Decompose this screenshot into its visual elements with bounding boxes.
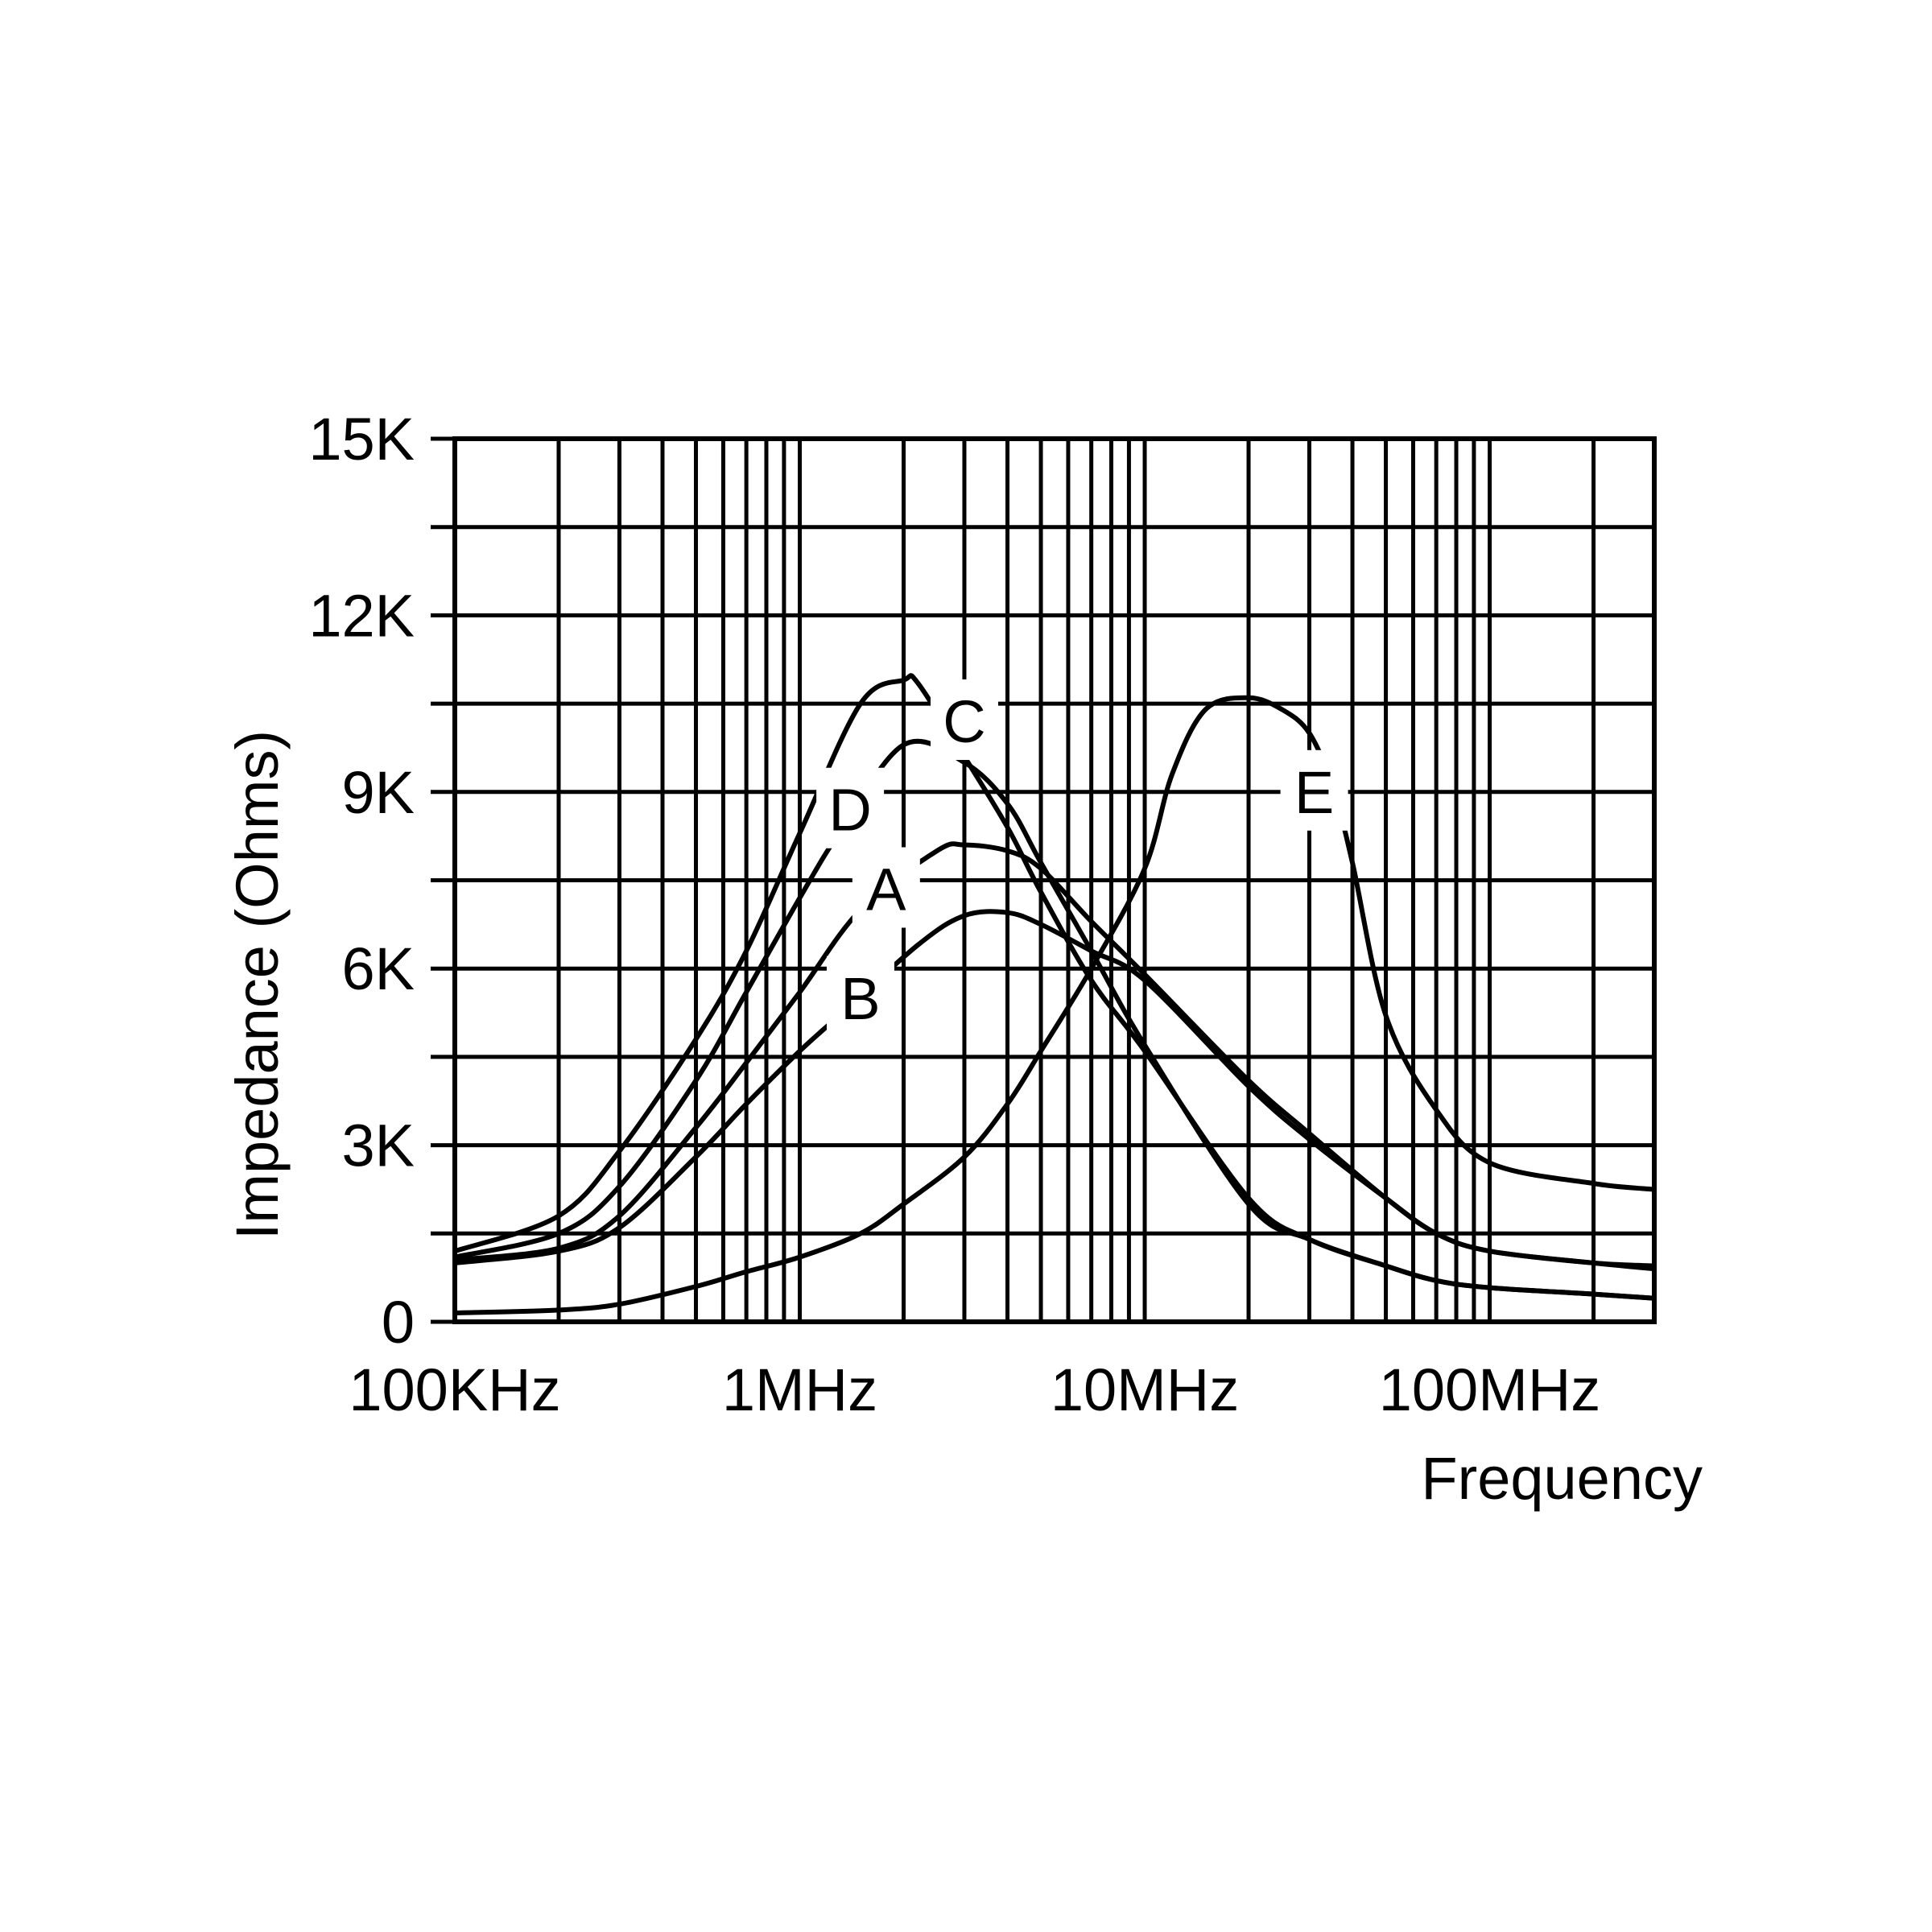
series-label-e: E [1294, 759, 1334, 826]
series-label-c: C [943, 688, 985, 755]
series-label-a: A [866, 856, 906, 923]
series-label-b: B [840, 965, 880, 1032]
y-tick-label: 15K [308, 406, 415, 473]
series-label-backing [930, 679, 998, 761]
y-tick-label: 9K [341, 759, 415, 826]
series-label-backing [1280, 749, 1348, 831]
x-tick-label: 10MHz [1051, 1356, 1239, 1423]
series-line-e [452, 695, 1657, 1315]
x-tick-label: 100MHz [1379, 1356, 1601, 1423]
x-tick-label: 100KHz [349, 1356, 560, 1423]
series-label-backing [826, 956, 894, 1037]
x-tick-label: 1MHz [722, 1356, 877, 1423]
y-axis-label: Impedance (Ohms) [224, 730, 291, 1240]
series-label-backing [816, 767, 885, 848]
series-line-d [452, 738, 1657, 1301]
series-label-d: D [828, 777, 871, 844]
series-labels: AB C D E [816, 679, 1348, 1037]
y-tick-label: 0 [382, 1289, 415, 1356]
y-tick-label: 3K [341, 1113, 415, 1179]
series-lines [452, 673, 1657, 1315]
plot-frame [452, 436, 1657, 1324]
series-line-b [452, 909, 1657, 1272]
grid [431, 436, 1657, 1324]
y-axis-tick-labels: 0 3K 6K 9K 12K 15K [308, 406, 415, 1356]
x-axis-tick-labels: 100KHz 1MHz 10MHz 100MHz [349, 1356, 1600, 1423]
y-tick-label: 12K [308, 582, 415, 649]
x-axis-label: Frequency [1421, 1445, 1703, 1512]
y-tick-label: 6K [341, 935, 415, 1002]
series-label-backing [852, 847, 920, 928]
